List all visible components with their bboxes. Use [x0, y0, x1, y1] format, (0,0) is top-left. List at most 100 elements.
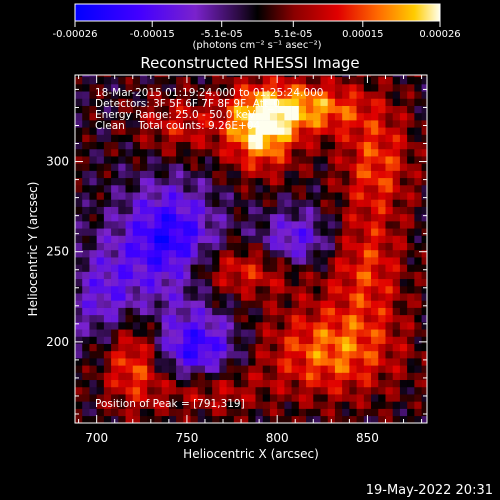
heatmap-cell [219, 105, 227, 114]
heatmap-cell [269, 343, 278, 352]
heatmap-cell [190, 257, 199, 265]
heatmap-cell [363, 228, 372, 236]
heatmap-cell [327, 213, 336, 222]
heatmap-cell [154, 350, 162, 359]
heatmap-cell [139, 221, 148, 229]
heatmap-cell [313, 177, 321, 186]
heatmap-cell [269, 112, 278, 121]
heatmap-cell [226, 372, 235, 381]
heatmap-cell [96, 91, 105, 99]
heatmap-cell [248, 285, 256, 294]
heatmap-cell [111, 329, 119, 337]
heatmap-cell [103, 379, 112, 388]
heatmap-cell [82, 285, 90, 294]
heatmap-cell [233, 358, 242, 366]
heatmap-cell [262, 293, 271, 301]
heatmap-cell [342, 293, 350, 301]
heatmap-cell [407, 394, 415, 402]
heatmap-cell [421, 329, 427, 337]
heatmap-cell [385, 228, 394, 236]
heatmap-cell [269, 163, 278, 171]
heatmap-cell [407, 228, 415, 236]
heatmap-cell [421, 134, 427, 143]
heatmap-cell [327, 401, 336, 409]
heatmap-cell [226, 134, 235, 143]
heatmap-cell [132, 285, 141, 294]
heatmap-cell [212, 156, 220, 164]
heatmap-cell [392, 386, 401, 395]
heatmap-cell [176, 365, 184, 373]
heatmap-cell [399, 379, 408, 388]
heatmap-cell [103, 322, 112, 330]
heatmap-cell [132, 206, 141, 215]
heatmap-cell [407, 134, 415, 143]
heatmap-cell [82, 350, 90, 359]
heatmap-cell [385, 271, 394, 280]
heatmap-cell [262, 206, 271, 215]
heatmap-cell [414, 228, 422, 236]
heatmap-cell [334, 278, 343, 287]
heatmap-cell [298, 192, 307, 200]
heatmap-cell [233, 278, 242, 287]
heatmap-cell [118, 134, 126, 143]
heatmap-cell [161, 322, 170, 330]
heatmap-cell [414, 300, 422, 308]
heatmap-cell [161, 372, 170, 381]
heatmap-cell [96, 314, 105, 323]
heatmap-cell [132, 394, 141, 402]
heatmap-cell [414, 293, 422, 301]
heatmap-cell [154, 76, 162, 85]
heatmap-cell [111, 98, 119, 106]
heatmap-cell [176, 358, 184, 366]
heatmap-cell [378, 293, 386, 301]
heatmap-cell [407, 300, 415, 308]
heatmap-cell [349, 75, 357, 78]
heatmap-cell [103, 314, 112, 323]
heatmap-cell [291, 322, 300, 330]
heatmap-cell [241, 358, 249, 366]
heatmap-cell [327, 105, 336, 114]
heatmap-cell [327, 206, 336, 215]
heatmap-cell [168, 163, 177, 171]
heatmap-cell [392, 105, 401, 114]
heatmap-cell [219, 156, 227, 164]
heatmap-cell [320, 379, 329, 388]
heatmap-cell [139, 163, 148, 171]
heatmap-cell [89, 394, 97, 402]
heatmap-cell [371, 141, 379, 150]
heatmap-cell [399, 148, 408, 157]
heatmap-cell [75, 213, 83, 222]
heatmap-cell [407, 386, 415, 395]
heatmap-cell [89, 257, 97, 265]
heatmap-cell [248, 213, 256, 222]
heatmap-cell [277, 300, 285, 308]
heatmap-cell [241, 343, 249, 352]
heatmap-cell [284, 76, 292, 85]
heatmap-cell [226, 105, 235, 114]
heatmap-cell [306, 184, 314, 193]
heatmap-cell [320, 336, 329, 344]
heatmap-cell [176, 285, 184, 294]
heatmap-cell [241, 177, 249, 186]
heatmap-cell [313, 415, 321, 423]
heatmap-cell [334, 264, 343, 272]
heatmap-cell [118, 271, 126, 280]
heatmap-cell [313, 264, 321, 272]
heatmap-cell [154, 379, 162, 388]
heatmap-cell [204, 170, 213, 179]
heatmap-cell [82, 329, 90, 337]
heatmap-cell [197, 156, 206, 164]
heatmap-cell [320, 221, 329, 229]
heatmap-cell [103, 221, 112, 229]
heatmap-cell [334, 75, 343, 78]
heatmap-cell [255, 98, 264, 106]
heatmap-cell [262, 415, 271, 423]
heatmap-cell [125, 322, 134, 330]
heatmap-cell [334, 271, 343, 280]
heatmap-cell [277, 415, 285, 423]
heatmap-cell [118, 199, 126, 207]
x-tick-label: 750 [175, 431, 198, 445]
heatmap-cell [313, 91, 321, 99]
heatmap-cell [212, 343, 220, 352]
heatmap-cell [190, 84, 199, 92]
